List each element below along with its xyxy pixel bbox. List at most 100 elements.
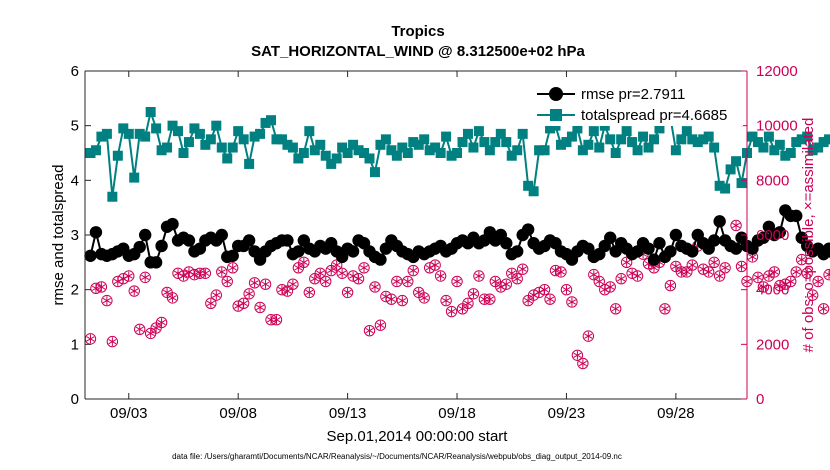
obs-possible-point bbox=[467, 288, 480, 300]
obs-possible-point bbox=[462, 297, 474, 310]
obs-assimilated-point bbox=[206, 298, 215, 308]
obs-possible-point bbox=[708, 256, 720, 269]
obs-asterisk-stroke bbox=[748, 254, 757, 260]
obs-asterisk-stroke bbox=[338, 270, 347, 276]
obs-asterisk-stroke bbox=[770, 269, 779, 275]
obs-asterisk-stroke bbox=[146, 330, 155, 337]
obs-assimilated-point bbox=[731, 221, 741, 230]
obs-asterisk-stroke bbox=[288, 281, 297, 287]
y-tick-label-left: 6 bbox=[71, 63, 79, 80]
obs-possible-point bbox=[363, 324, 376, 337]
totalspread-point bbox=[681, 126, 692, 137]
obs-assimilated-point bbox=[556, 267, 566, 277]
rmse-point bbox=[653, 237, 666, 250]
obs-asterisk-stroke bbox=[239, 300, 248, 306]
totalspread-point bbox=[566, 131, 577, 142]
obs-possible-point bbox=[248, 277, 261, 289]
totalspread-point bbox=[151, 123, 162, 134]
obs-asterisk-stroke bbox=[124, 273, 133, 279]
totalspread-point bbox=[670, 145, 681, 156]
rmse-point bbox=[149, 256, 163, 269]
x-axis-label: Sep.01,2014 00:00:00 start bbox=[327, 428, 509, 445]
totalspread-point bbox=[156, 145, 167, 156]
obs-asterisk-stroke bbox=[102, 297, 111, 304]
rmse-point bbox=[521, 223, 535, 236]
obs-assimilated-point bbox=[469, 289, 478, 299]
obs-possible-point bbox=[227, 262, 239, 274]
obs-assimilated-point bbox=[463, 298, 473, 308]
rmse-point bbox=[604, 231, 617, 244]
obs-possible-point bbox=[681, 266, 693, 278]
obs-asterisk-stroke bbox=[704, 269, 713, 275]
obs-asterisk-stroke bbox=[206, 300, 215, 306]
obs-possible-point bbox=[817, 303, 830, 315]
obs-assimilated-point bbox=[299, 257, 308, 267]
totalspread-point bbox=[359, 148, 370, 158]
totalspread-point bbox=[774, 139, 785, 150]
obs-assimilated-point bbox=[545, 294, 555, 304]
y-tick-label-right: 12000 bbox=[756, 63, 798, 80]
obs-asterisk-stroke bbox=[540, 287, 549, 293]
obs-possible-point bbox=[336, 267, 348, 279]
obs-asterisk-stroke bbox=[212, 292, 221, 298]
x-tick-label: 09/13 bbox=[329, 405, 367, 422]
obs-asterisk-stroke bbox=[458, 306, 467, 312]
obs-possible-point bbox=[123, 270, 135, 282]
obs-possible-point bbox=[593, 275, 605, 288]
rmse-point bbox=[713, 215, 726, 228]
totalspread-point bbox=[528, 186, 539, 197]
y-tick-label-left: 4 bbox=[71, 172, 79, 189]
obs-possible-point bbox=[659, 303, 671, 315]
obs-asterisk-stroke bbox=[321, 278, 330, 285]
obs-assimilated-point bbox=[474, 271, 483, 281]
obs-assimilated-point bbox=[617, 274, 626, 284]
totalspread-point bbox=[692, 137, 703, 148]
obs-asterisk-stroke bbox=[294, 265, 303, 271]
totalspread-point bbox=[183, 137, 194, 148]
totalspread-point bbox=[802, 131, 813, 142]
totalspread-point bbox=[413, 139, 424, 150]
obs-possible-point bbox=[210, 289, 223, 301]
totalspread-point bbox=[353, 145, 364, 156]
totalspread-point bbox=[348, 139, 359, 150]
obs-possible-point bbox=[205, 297, 217, 310]
totalspread-point bbox=[616, 134, 627, 145]
obs-asterisk-stroke bbox=[354, 276, 363, 282]
obs-assimilated-point bbox=[513, 274, 522, 284]
obs-assimilated-point bbox=[611, 304, 620, 314]
obs-asterisk-stroke bbox=[130, 288, 139, 294]
totalspread-point bbox=[807, 145, 818, 156]
obs-possible-point bbox=[134, 323, 146, 335]
obs-asterisk-stroke bbox=[431, 262, 440, 268]
obs-possible-point bbox=[369, 281, 381, 293]
obs-asterisk-stroke bbox=[567, 299, 576, 305]
obs-assimilated-point bbox=[660, 304, 669, 314]
totalspread-point bbox=[178, 148, 189, 158]
obs-assimilated-point bbox=[157, 318, 166, 327]
obs-possible-point bbox=[577, 357, 589, 370]
obs-asterisk-stroke bbox=[617, 276, 626, 282]
obs-asterisk-stroke bbox=[420, 295, 429, 301]
obs-assimilated-point bbox=[370, 282, 380, 292]
obs-possible-point bbox=[768, 266, 781, 278]
totalspread-point bbox=[287, 142, 298, 153]
obs-asterisk-stroke bbox=[808, 292, 817, 298]
totalspread-point bbox=[594, 142, 605, 153]
totalspread-point bbox=[337, 142, 348, 153]
obs-asterisk-stroke bbox=[573, 352, 582, 358]
obs-possible-point bbox=[374, 319, 387, 331]
totalspread-point bbox=[468, 142, 479, 153]
obs-asterisk-stroke bbox=[518, 266, 527, 272]
obs-possible-point bbox=[407, 264, 419, 277]
obs-assimilated-point bbox=[86, 334, 95, 344]
chart-title: Tropics bbox=[391, 23, 444, 40]
totalspread-point bbox=[205, 134, 216, 145]
obs-possible-point bbox=[298, 256, 310, 269]
totalspread-point bbox=[271, 134, 282, 145]
totalspread-point bbox=[720, 183, 731, 194]
x-tick-label: 09/08 bbox=[219, 405, 257, 422]
obs-asterisk-stroke bbox=[589, 272, 598, 278]
totalspread-point bbox=[435, 148, 446, 158]
obs-possible-point bbox=[730, 219, 742, 232]
totalspread-point bbox=[610, 148, 621, 158]
